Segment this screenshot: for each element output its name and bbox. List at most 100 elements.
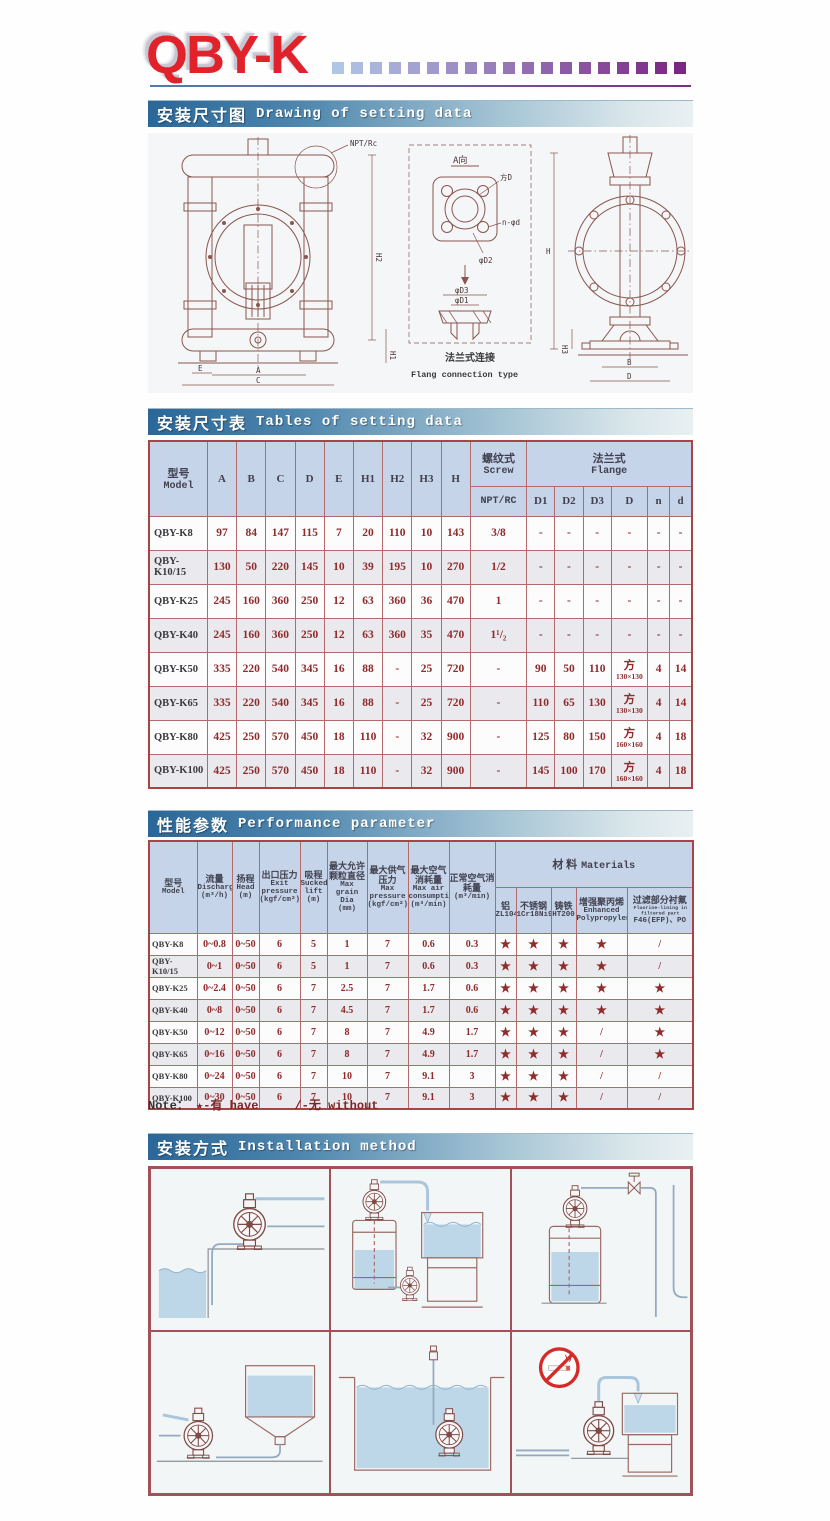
discharge-pipe <box>596 1376 640 1402</box>
value-cell: - <box>669 549 693 585</box>
value-cell: - <box>554 549 584 585</box>
col-header-nptrc: NPT/RC <box>469 485 528 517</box>
value-cell: 900 <box>440 753 471 789</box>
value-cell: 360 <box>382 617 413 653</box>
col-header-max-grain: 最大允许颗粒直径 Max grain Dia (mm) <box>326 840 368 934</box>
value-cell: 160 <box>236 617 267 653</box>
gradient-squares-row <box>332 62 702 74</box>
value-cell: ★ <box>515 998 552 1022</box>
model-cell: QBY-K50 <box>148 1020 198 1044</box>
value-cell: 0~50 <box>231 1064 260 1088</box>
value-cell: 0.6 <box>407 932 450 956</box>
col-header-H1: H1 <box>352 440 384 517</box>
value-cell: / <box>626 1086 694 1110</box>
value-cell: 7 <box>299 976 328 1000</box>
value-cell: 470 <box>440 617 471 653</box>
feed-pipe <box>216 1444 281 1459</box>
value-cell: 9.1 <box>407 1064 450 1088</box>
label-a-direction: A向 <box>453 154 467 166</box>
value-cell: 0~8 <box>196 998 233 1022</box>
value-cell: 150 <box>582 719 612 755</box>
value-cell: 32 <box>411 719 442 755</box>
value-cell: 7 <box>299 998 328 1022</box>
hopper-tank <box>244 1365 316 1418</box>
table-row: QBY-K65 0~16 0~50 6 7 8 7 4.9 1.7 ★ ★ ★ / ★ <box>148 1042 694 1066</box>
value-cell: 4.5 <box>326 998 368 1022</box>
value-cell: 97 <box>206 515 238 551</box>
section-title-zh: 性能参数 <box>157 818 230 835</box>
value-cell: 18 <box>323 719 354 755</box>
gradient-square <box>579 62 591 74</box>
dim-label-d: D <box>627 372 632 381</box>
tank-stand <box>627 1434 672 1473</box>
suction-pipe <box>211 1243 244 1306</box>
value-cell: 4 <box>647 719 671 755</box>
value-cell: 125 <box>526 719 556 755</box>
gradient-square <box>617 62 629 74</box>
value-cell: - <box>582 549 612 585</box>
value-cell: 12 <box>323 583 354 619</box>
brand-logo: QBY-K <box>146 25 309 85</box>
table-row: QBY-K25 0~2.4 0~50 6 7 2.5 7 1.7 0.6 ★ ★ ★ ★ ★ <box>148 976 694 1000</box>
value-cell: - <box>526 583 556 619</box>
value-cell: 5 <box>299 932 328 956</box>
value-cell: 220 <box>265 549 296 585</box>
value-cell: 63 <box>352 583 384 619</box>
value-cell: 170 <box>582 753 612 789</box>
value-cell: 88 <box>352 651 384 687</box>
table-row: QBY-K40 0~8 0~50 6 7 4.5 7 1.7 0.6 ★ ★ ★ ★ ★ <box>148 998 694 1022</box>
drawing-panel: NPT/Rc H2 H1 E A C A向 方D <box>148 133 693 393</box>
dim-label-h: H <box>546 247 551 256</box>
value-cell: 36 <box>411 583 442 619</box>
value-cell: 18 <box>669 719 693 755</box>
value-cell: 335 <box>206 685 238 721</box>
col-header-D: D <box>294 440 325 517</box>
value-cell: 720 <box>440 685 471 721</box>
value-cell: 方 130×130 <box>610 651 649 687</box>
value-cell: 1/2 <box>469 549 528 585</box>
value-cell: 1.7 <box>407 998 450 1022</box>
value-cell: / <box>575 1020 628 1044</box>
model-cell: QBY-K8 <box>148 932 198 956</box>
installation-diagram-4 <box>150 1331 331 1494</box>
value-cell: - <box>610 583 649 619</box>
value-cell: 4 <box>647 685 671 721</box>
value-cell: 570 <box>265 719 296 755</box>
value-cell: 6 <box>258 998 301 1022</box>
value-cell: 4 <box>647 753 671 789</box>
value-cell: 7 <box>299 1020 328 1044</box>
value-cell: 16 <box>323 685 354 721</box>
value-cell: 0~16 <box>196 1042 233 1066</box>
value-cell: - <box>382 753 413 789</box>
transfer-pipe <box>380 1180 430 1211</box>
value-cell: 5 <box>299 954 328 978</box>
section-title-zh: 安装方式 <box>157 1141 230 1158</box>
col-header-max-air: 最大空气消耗量 Max air consumption (m³/min) <box>407 840 450 934</box>
value-cell: ★ <box>575 932 628 956</box>
value-cell: - <box>554 515 584 551</box>
value-cell: 570 <box>265 753 296 789</box>
value-cell: 4 <box>647 651 671 687</box>
model-cell: QBY-K25 <box>148 583 208 619</box>
value-cell: - <box>554 583 584 619</box>
value-cell: 7 <box>366 932 409 956</box>
tank <box>339 1376 505 1471</box>
value-cell: / <box>626 1064 694 1088</box>
value-cell: 35 <box>411 617 442 653</box>
model-cell: QBY-K10/15 <box>148 549 208 585</box>
pump-icon <box>582 1401 614 1456</box>
gradient-square <box>446 62 458 74</box>
table-row: QBY-K80 425 250 570 450 18 110-32 900-125 80 150 方… <box>148 719 693 755</box>
table-row: QBY-K80 0~24 0~50 6 7 10 7 9.1 3 ★ ★ ★ / / <box>148 1064 694 1088</box>
value-cell: 7 <box>366 1020 409 1044</box>
gradient-square <box>674 62 686 74</box>
model-cell: QBY-K80 <box>148 1064 198 1088</box>
value-cell: 3/8 <box>469 515 528 551</box>
section-title-en: Tables of setting data <box>256 414 463 430</box>
value-cell: 10 <box>411 549 442 585</box>
col-header-fluorine: 过滤部分衬氟 Fluorine-lining in filtered part … <box>626 886 694 934</box>
value-cell: 18 <box>669 753 693 789</box>
value-cell: 540 <box>265 685 296 721</box>
value-cell: 0~1 <box>196 954 233 978</box>
flange-connection-drawing: A向 方D n-φd φD2 φD3 φD1 <box>408 144 532 380</box>
